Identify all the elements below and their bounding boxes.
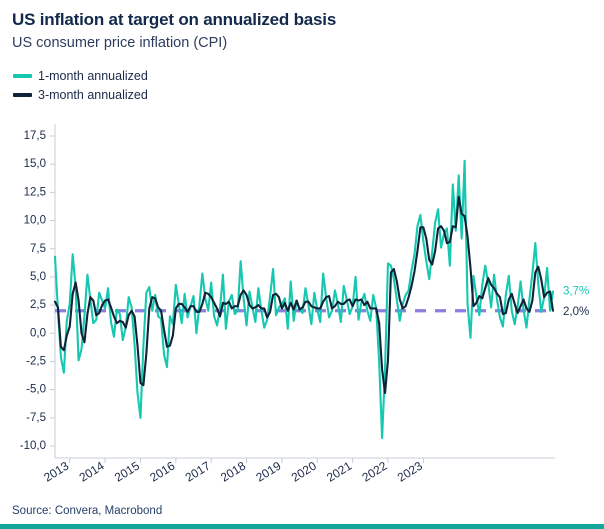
x-axis-tick-label: 2013 <box>41 459 71 485</box>
x-axis-tick-label: 2014 <box>77 459 107 485</box>
x-axis-tick-label: 2018 <box>218 459 248 485</box>
series-line-one-month <box>53 159 555 440</box>
y-axis-tick-label: 2,5 <box>30 299 46 311</box>
end-label-three-month: 2,0% <box>563 306 589 318</box>
y-axis-tick-label: -2,5 <box>26 355 46 367</box>
page-title: US inflation at target on annualized bas… <box>12 10 337 29</box>
chart-legend: 1-month annualized 3-month annualized <box>13 66 148 104</box>
y-axis-tick-label: 0,0 <box>30 327 46 339</box>
x-axis-tick-label: 2020 <box>289 459 319 485</box>
x-axis-tick-label: 2022 <box>360 459 390 485</box>
y-axis-tick-label: 7,5 <box>30 243 46 255</box>
y-axis-tick-label: 10,0 <box>24 215 46 227</box>
y-axis-tick-label: -10,0 <box>20 440 46 452</box>
y-axis-tick-label: 12,5 <box>24 186 46 198</box>
source-note: Source: Convera, Macrobond <box>12 505 163 517</box>
legend-label-three-month: 3-month annualized <box>38 87 148 102</box>
x-axis-tick-label: 2016 <box>147 459 177 485</box>
end-label-one-month: 3,7% <box>563 286 589 298</box>
x-axis-tick-label: 2019 <box>253 459 283 485</box>
legend-item-one-month: 1-month annualized <box>13 66 148 85</box>
footer-accent-bar <box>0 524 604 529</box>
legend-label-one-month: 1-month annualized <box>38 68 148 83</box>
x-axis-tick-label: 2017 <box>183 459 213 485</box>
y-axis-tick-label: 15,0 <box>24 158 46 170</box>
y-axis-tick-label: 17,5 <box>24 130 46 142</box>
y-axis-tick-label: -5,0 <box>26 384 46 396</box>
legend-swatch-three-month <box>13 92 32 97</box>
x-axis-tick-label: 2023 <box>395 459 425 485</box>
x-axis-tick-label: 2021 <box>324 459 354 485</box>
series-line-three-month <box>53 195 555 395</box>
chart-subtitle: US consumer price inflation (CPI) <box>12 35 228 51</box>
legend-swatch-one-month <box>13 73 32 78</box>
x-axis-tick-label: 2015 <box>112 459 142 485</box>
y-axis-tick-label: -7,5 <box>26 412 46 424</box>
legend-item-three-month: 3-month annualized <box>13 85 148 104</box>
y-axis-tick-label: 5,0 <box>30 271 46 283</box>
